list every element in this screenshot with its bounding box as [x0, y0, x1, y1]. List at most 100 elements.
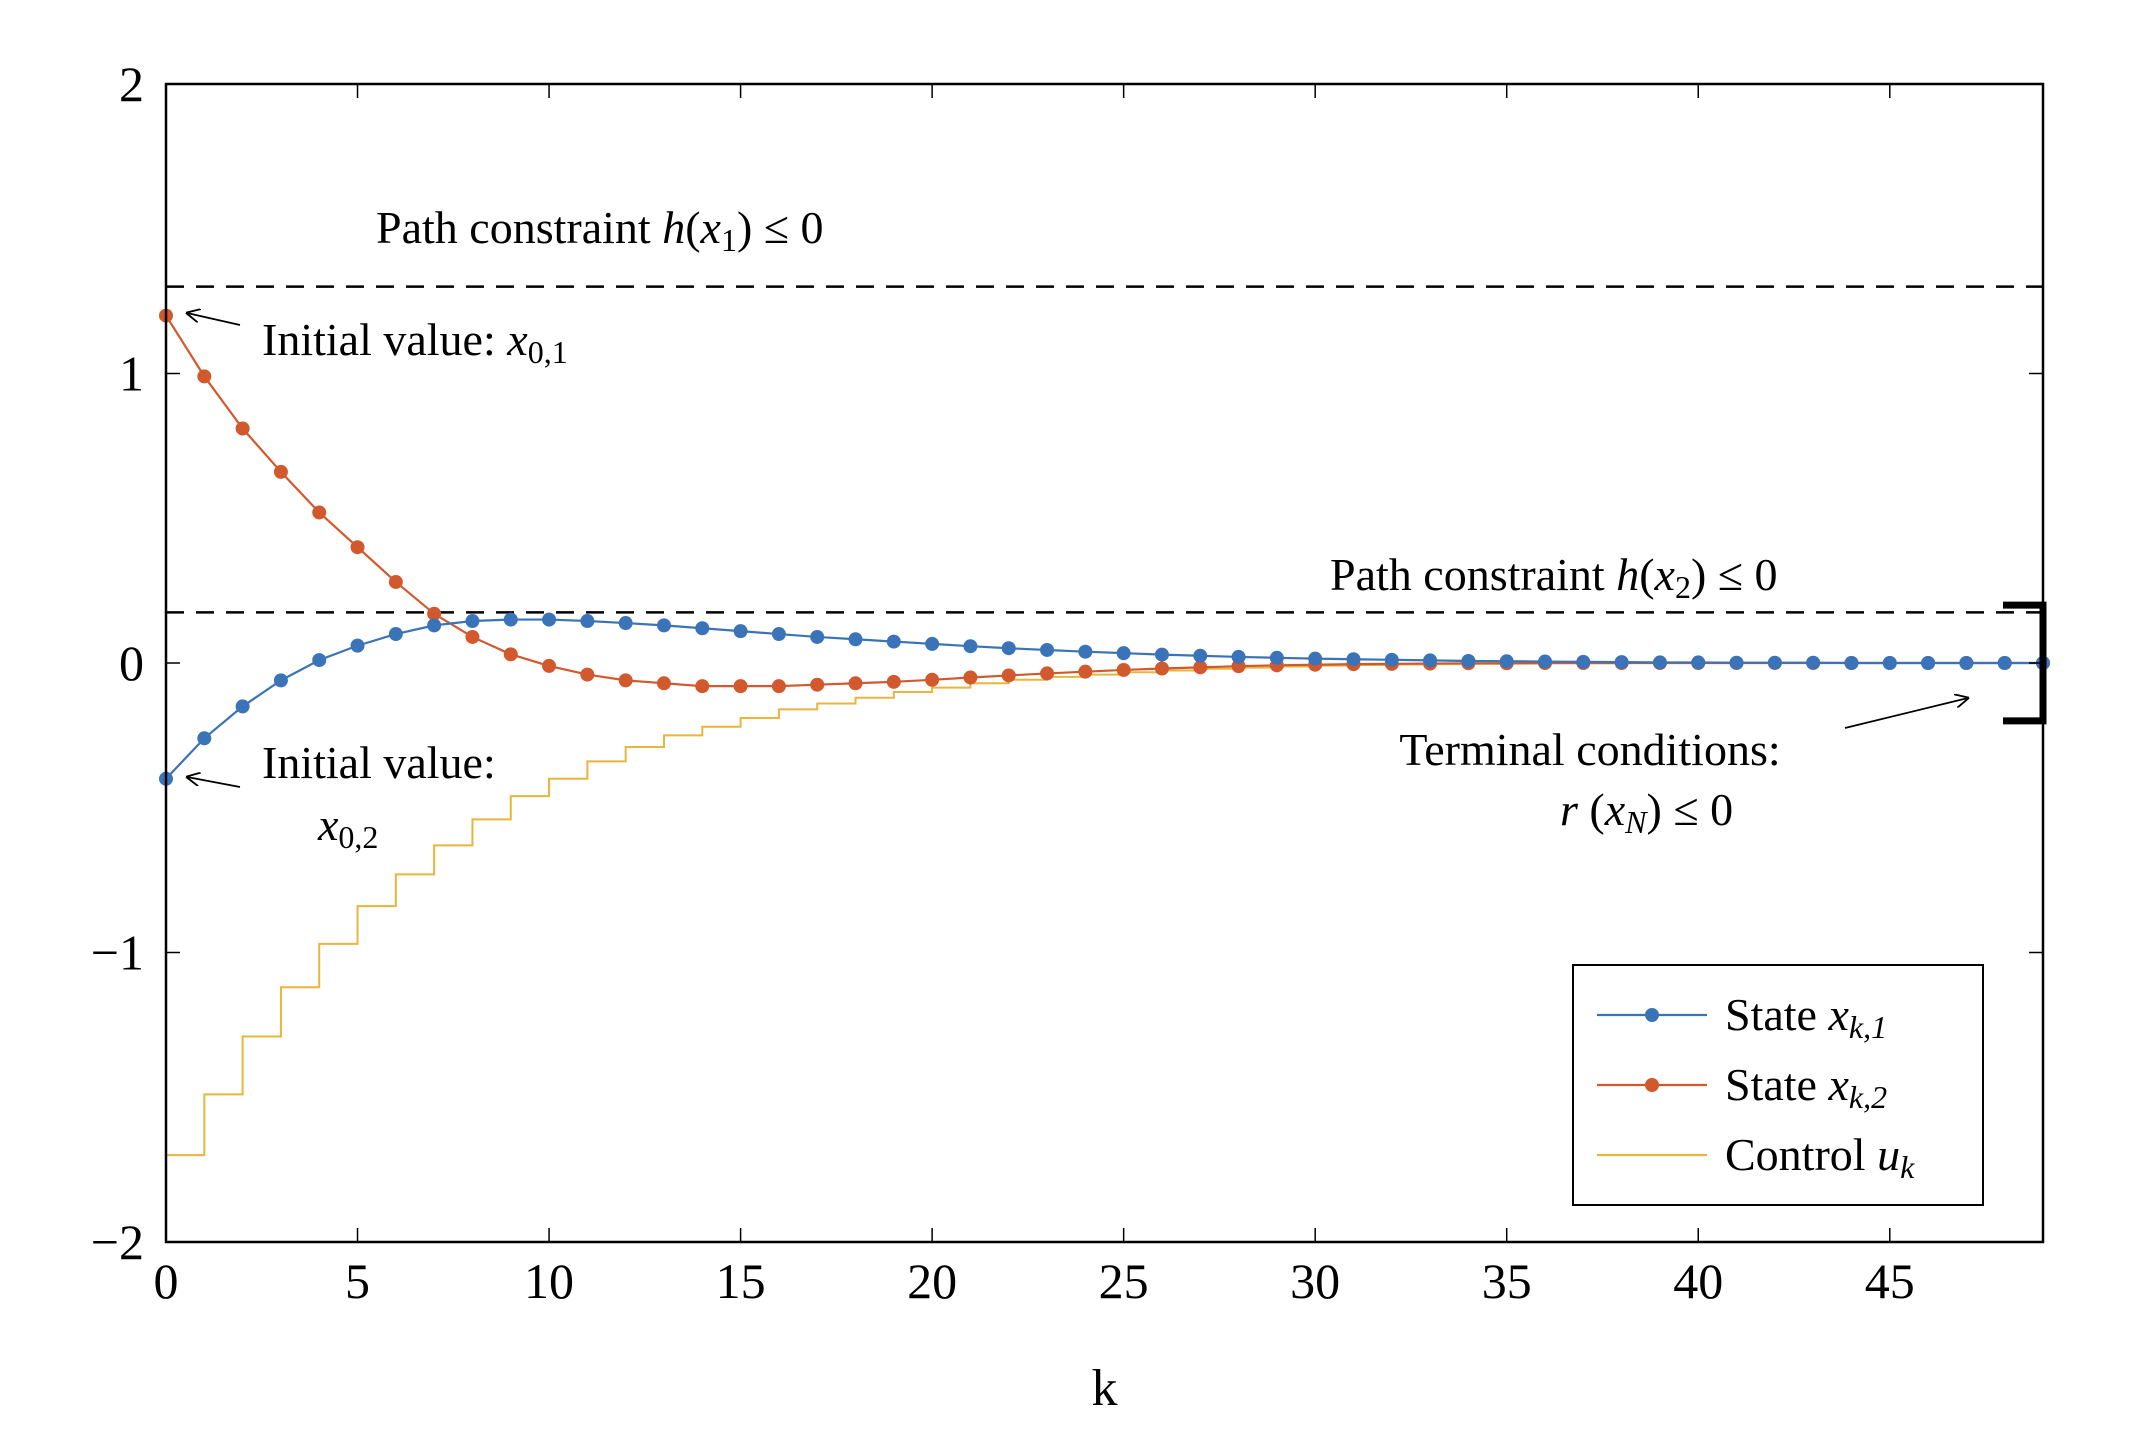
- series-state1-point: [963, 639, 978, 654]
- annotation-terminal-line2: r (xN) ≤ 0: [1560, 784, 1733, 840]
- y-tick-label: 2: [119, 56, 144, 112]
- series-state2-point: [1040, 666, 1055, 681]
- axis-ticks: 0 5 10 15 20 25 30 35 40 45 −2 −1 0 1 2: [91, 56, 2043, 1309]
- series-state2-point: [235, 421, 250, 436]
- series-state2-point: [848, 676, 863, 691]
- series-state2-point: [580, 667, 595, 682]
- series-state2-point: [695, 679, 710, 694]
- series-state1-point: [1346, 652, 1361, 667]
- series-state1-point: [1997, 656, 2012, 670]
- series-state1-point: [197, 731, 212, 746]
- series-state1-point: [1921, 656, 1936, 670]
- series-state2-point: [312, 505, 327, 520]
- series-state1-point: [771, 627, 786, 642]
- series-state1-point: [848, 632, 863, 647]
- series-state1-point: [1040, 642, 1055, 657]
- series-state1-point: [1729, 655, 1744, 670]
- series-state1-point: [1231, 649, 1246, 664]
- series-state1-point: [1078, 644, 1093, 659]
- annotation-arrow-terminal: [1844, 698, 1968, 729]
- series-state1-point: [1882, 656, 1897, 670]
- legend-swatch-marker: [1645, 1008, 1659, 1022]
- series-state1-point: [656, 618, 671, 633]
- series-state1-point: [580, 614, 595, 629]
- series-state1-point: [388, 627, 403, 642]
- series-state2-point: [886, 674, 901, 689]
- series-state1-point: [427, 618, 442, 633]
- series-state1-point: [1384, 652, 1399, 667]
- legend-box: [1572, 964, 1984, 1206]
- annotation-initial-value-2-line2: x0,2: [317, 799, 378, 855]
- annotation-terminal-line1: Terminal conditions:: [1399, 724, 1780, 775]
- series-state1-point: [1499, 654, 1514, 669]
- y-tick-label: −1: [91, 925, 144, 981]
- series-state2-point: [771, 679, 786, 694]
- annotation-initial-value-2-line1: Initial value:: [262, 737, 496, 788]
- series-state1-point: [542, 612, 557, 627]
- series-state1-point: [1001, 641, 1016, 656]
- annotation-arrow-initial-2: [187, 777, 241, 788]
- legend-label: Control uk: [1725, 1129, 1915, 1185]
- series-state2-point: [656, 676, 671, 691]
- series-state1-point: [1116, 646, 1131, 661]
- legend-entries: State xk,1 State xk,2 Control uk: [1597, 989, 1915, 1185]
- x-tick-label: 15: [716, 1253, 766, 1309]
- series-state1-point: [925, 636, 940, 651]
- constraint-lines: [166, 285, 2043, 614]
- y-tick-label: 1: [119, 346, 144, 402]
- series-state1-point: [695, 621, 710, 636]
- series-state1-point: [235, 699, 250, 714]
- series-state2-point: [273, 464, 288, 479]
- legend-label: State xk,2: [1725, 1059, 1887, 1115]
- series-state1-point: [1193, 648, 1208, 663]
- x-tick-label: 0: [154, 1253, 179, 1309]
- series-state1-point: [1154, 647, 1169, 662]
- series-state1-point: [1691, 655, 1706, 670]
- series-state1-point: [810, 629, 825, 644]
- series-state2-point: [733, 679, 748, 694]
- series-state2-point: [542, 658, 557, 673]
- series-state1-point: [1461, 653, 1476, 668]
- series-state1-point: [1844, 656, 1859, 670]
- series-state1-point: [618, 616, 633, 631]
- series-state2-point: [427, 606, 442, 621]
- series-state2-point: [618, 673, 633, 688]
- series-state2-point: [810, 677, 825, 692]
- series-state2-point: [350, 540, 365, 555]
- series-state2-line: [165, 315, 2043, 688]
- annotation-path-constraint-1: Path constraint h(x1) ≤ 0: [376, 202, 824, 258]
- series-state1-point: [1652, 655, 1667, 670]
- x-tick-label: 45: [1865, 1253, 1915, 1309]
- x-tick-label: 10: [524, 1253, 574, 1309]
- series-state2-point: [925, 672, 940, 687]
- series-state1-point: [1614, 655, 1629, 670]
- series-state1-point: [1767, 655, 1782, 670]
- series-state1-point: [1423, 653, 1438, 668]
- series-state1-point: [312, 653, 327, 668]
- series-state1-point: [733, 624, 748, 639]
- series-layer: [159, 308, 2050, 1157]
- series-state1-point: [1538, 654, 1553, 669]
- annotation-arrow-initial-1: [187, 313, 241, 326]
- y-tick-label: −2: [91, 1214, 144, 1270]
- series-state1-point: [465, 614, 480, 629]
- legend-swatch-marker: [1645, 1078, 1659, 1092]
- series-state2-point: [388, 574, 403, 589]
- x-tick-label: 25: [1099, 1253, 1149, 1309]
- series-state2-point: [503, 647, 518, 662]
- series-state1-point: [350, 638, 365, 653]
- series-state1-point: [1806, 655, 1821, 670]
- x-tick-label: 40: [1673, 1253, 1723, 1309]
- series-state1-point: [1576, 654, 1591, 669]
- series-state2-point: [1001, 668, 1016, 683]
- series-state1-point: [273, 673, 288, 688]
- series-state1-point: [503, 612, 518, 627]
- annotation-initial-value-1: Initial value: x0,1: [262, 314, 568, 370]
- series-state2-point: [1193, 660, 1208, 675]
- series-state1-point: [886, 634, 901, 649]
- annotation-path-constraint-2: Path constraint h(x2) ≤ 0: [1330, 549, 1778, 605]
- series-state2-point: [465, 629, 480, 644]
- legend: State xk,1 State xk,2 Control uk: [1572, 964, 1984, 1206]
- series-state1-point: [1959, 656, 1974, 670]
